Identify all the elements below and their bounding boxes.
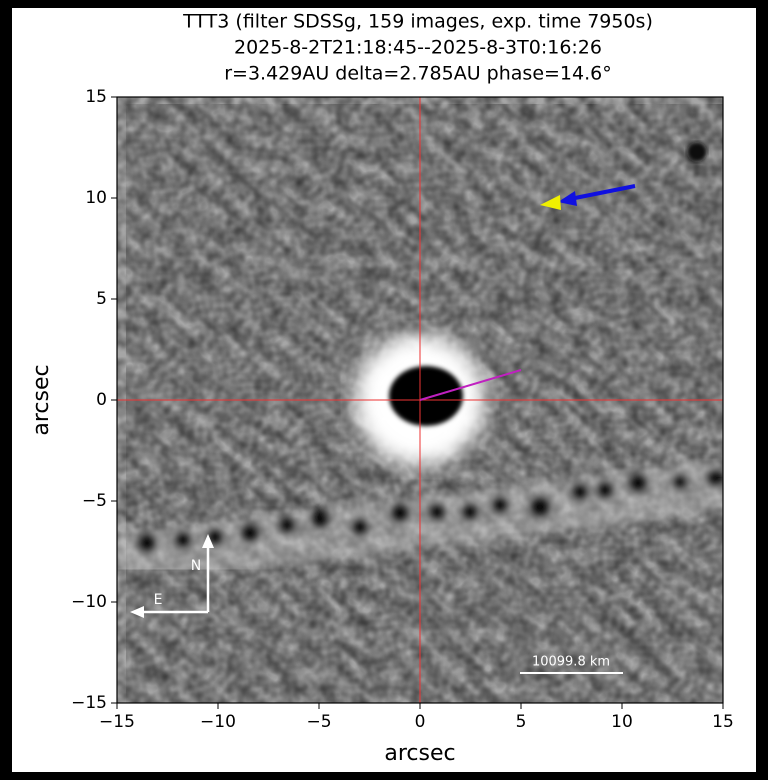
motion-line: [419, 369, 522, 401]
chart-title: TTT3 (filter SDSSg, 159 images, exp. tim…: [182, 11, 653, 33]
y-tick-label: 5: [96, 289, 107, 309]
north-arrow-head: [202, 534, 214, 548]
y-tick-label: 0: [96, 390, 107, 410]
chart: N E 10099.8 km TTT3 (filter SDSSg, 159 i…: [12, 8, 756, 772]
east-arrow-head: [130, 606, 144, 618]
x-tick-label: 0: [415, 712, 426, 732]
x-axis-label: arcsec: [384, 741, 455, 766]
velocity-arrow: [540, 195, 561, 210]
x-tick-label: 5: [516, 712, 527, 732]
chart-subtitle: 2025-8-2T21:18:45--2025-8-3T0:16:26: [234, 37, 602, 59]
y-tick-label: −5: [82, 491, 107, 511]
y-axis-label: arcsec: [29, 364, 54, 435]
x-tick-label: 15: [712, 712, 734, 732]
x-tick-label: −5: [306, 712, 331, 732]
x-tick-label: 10: [611, 712, 633, 732]
scale-bar-label: 10099.8 km: [532, 655, 610, 670]
sun-arrow-head: [558, 191, 577, 206]
x-tick-label: −10: [200, 712, 236, 732]
y-tick-label: 15: [85, 87, 107, 107]
target: [389, 366, 463, 426]
sun-arrow: [569, 184, 636, 201]
x-tick-label: −15: [99, 712, 135, 732]
image: N E 10099.8 km: [117, 97, 723, 703]
y-tick-label: −15: [71, 693, 107, 713]
east-label: E: [154, 592, 163, 608]
north-label: N: [191, 558, 201, 574]
star: [687, 142, 707, 162]
chart-subtitle: r=3.429AU delta=2.785AU phase=14.6°: [224, 63, 612, 85]
y-tick-label: −10: [71, 592, 107, 612]
y-tick-label: 10: [85, 188, 107, 208]
